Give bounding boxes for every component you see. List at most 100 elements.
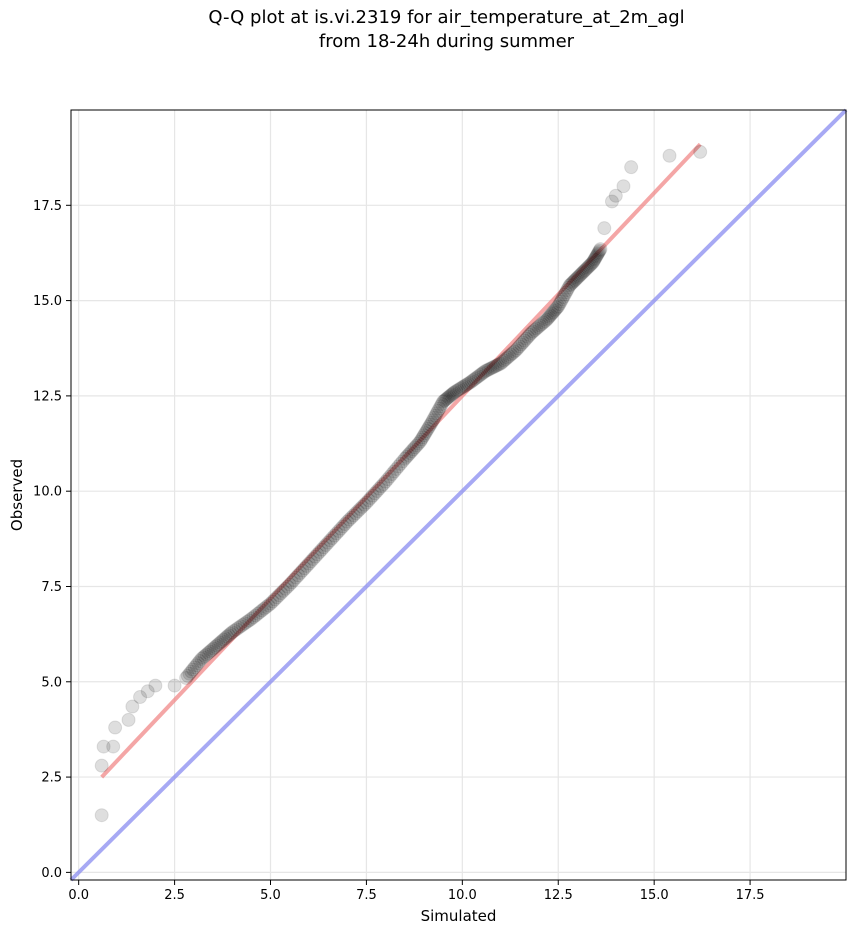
y-axis-label: Observed xyxy=(8,459,26,531)
quantile-point xyxy=(393,456,408,471)
quantile-point xyxy=(406,442,421,457)
quantile-point xyxy=(507,344,522,359)
quantile-point xyxy=(662,148,677,163)
quantile-point xyxy=(310,547,325,562)
quantile-point xyxy=(225,625,240,640)
quantile-point xyxy=(556,289,571,304)
quantile-point xyxy=(542,309,557,324)
x-tick-label: 12.5 xyxy=(544,888,573,903)
quantile-point xyxy=(348,506,363,521)
quantile-point xyxy=(209,638,224,653)
quantile-point xyxy=(121,712,136,727)
quantile-point xyxy=(505,346,520,361)
quantile-point xyxy=(227,623,242,638)
quantile-point xyxy=(359,495,374,510)
quantile-point xyxy=(434,396,449,411)
x-tick-label: 15.0 xyxy=(640,888,669,903)
quantile-point xyxy=(221,628,236,643)
quantile-point xyxy=(473,367,488,382)
quantile-point xyxy=(590,248,605,263)
quantile-point xyxy=(338,517,353,532)
quantile-point xyxy=(246,610,261,625)
quantile-point xyxy=(387,464,402,479)
quantile-point xyxy=(340,514,355,529)
quantile-point xyxy=(382,469,397,484)
x-tick-label: 5.0 xyxy=(260,888,281,903)
quantile-point xyxy=(199,647,214,662)
quantile-point xyxy=(502,349,517,364)
quantile-point xyxy=(180,668,195,683)
quantile-point xyxy=(208,640,223,655)
quantile-point xyxy=(447,385,462,400)
quantile-point xyxy=(464,374,479,389)
quantile-point xyxy=(261,598,276,613)
quantile-point xyxy=(191,656,206,671)
quantile-point xyxy=(192,654,207,669)
quantile-point xyxy=(471,369,486,384)
quantile-point xyxy=(346,508,361,523)
quantile-point xyxy=(580,260,595,275)
quantile-point xyxy=(427,410,442,425)
quantile-point xyxy=(431,403,446,418)
quantile-point xyxy=(454,380,469,395)
quantile-point xyxy=(250,606,265,621)
quantile-point xyxy=(564,277,579,292)
quantile-point xyxy=(244,611,259,626)
quantile-point xyxy=(551,299,566,314)
quantile-point xyxy=(439,391,454,406)
x-tick-label: 0.0 xyxy=(68,888,89,903)
quantile-point xyxy=(404,444,419,459)
quantile-point xyxy=(370,483,385,498)
quantile-point xyxy=(420,421,435,436)
quantile-point xyxy=(429,406,444,421)
quantile-point xyxy=(411,436,426,451)
y-tick-label: 5.0 xyxy=(41,675,62,690)
quantile-point xyxy=(469,370,484,385)
quantile-point xyxy=(438,392,453,407)
quantile-point xyxy=(182,666,197,681)
quantile-point xyxy=(297,561,312,576)
quantile-point xyxy=(384,467,399,482)
quantile-point xyxy=(408,440,423,455)
quantile-point xyxy=(278,581,293,596)
y-tick-label: 0.0 xyxy=(41,866,62,881)
quantile-point xyxy=(604,194,619,209)
quantile-point xyxy=(211,637,226,652)
quantile-point xyxy=(575,265,590,280)
quantile-point xyxy=(361,493,376,508)
quantile-point xyxy=(491,357,506,372)
identity-line-layer xyxy=(69,108,848,882)
quantile-point xyxy=(532,318,547,333)
quantile-point xyxy=(223,626,238,641)
quantile-point xyxy=(376,476,391,491)
quantile-point xyxy=(561,280,576,295)
quantile-point xyxy=(466,373,481,388)
quantile-point xyxy=(586,253,601,268)
quantile-point xyxy=(481,362,496,377)
y-tick-label: 7.5 xyxy=(41,580,62,595)
x-tick-label: 10.0 xyxy=(448,888,477,903)
quantile-point xyxy=(547,303,562,318)
quantile-point xyxy=(286,572,301,587)
quantile-point xyxy=(133,690,148,705)
quantile-point xyxy=(229,622,244,637)
quantile-point xyxy=(378,474,393,489)
quantile-point xyxy=(592,243,607,258)
quantile-point xyxy=(216,632,231,647)
quantile-point xyxy=(576,264,591,279)
quantile-point xyxy=(237,616,252,631)
quantile-point xyxy=(463,375,478,390)
quantile-point xyxy=(490,358,505,373)
quantile-point xyxy=(428,408,443,423)
quantile-point xyxy=(517,333,532,348)
quantile-point xyxy=(548,302,563,317)
quantile-point xyxy=(402,446,417,461)
quantile-point xyxy=(560,283,575,298)
y-tick-label: 10.0 xyxy=(33,485,62,500)
quantile-point xyxy=(446,386,461,401)
quantile-point xyxy=(252,605,267,620)
quantile-point xyxy=(449,384,464,399)
quantile-point xyxy=(312,544,327,559)
quantile-point xyxy=(187,660,202,675)
quantile-point xyxy=(263,596,278,611)
